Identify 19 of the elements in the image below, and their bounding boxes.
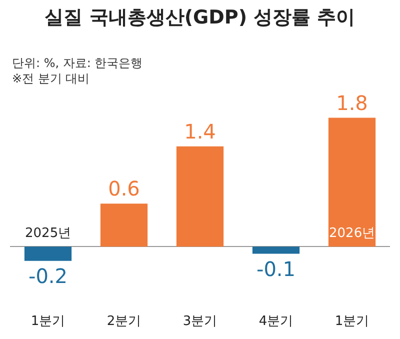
- bar: [24, 246, 72, 261]
- data-label: 0.6: [108, 176, 140, 201]
- x-tick-label: 1분기: [334, 314, 370, 329]
- x-tick-label: 1분기: [30, 314, 66, 329]
- chart-subtitle: 단위: %, 자료: 한국은행 ※전 분기 대비: [12, 56, 143, 86]
- data-label: -0.1: [256, 256, 296, 281]
- bar: [100, 204, 148, 247]
- bar: [252, 246, 300, 254]
- x-tick-label: 3분기: [182, 314, 218, 329]
- x-tick-label: 2분기: [106, 314, 142, 329]
- annotation: 2025년: [25, 226, 72, 241]
- data-label: 1.8: [336, 90, 368, 115]
- data-label: 1.4: [184, 119, 216, 144]
- data-label: -0.2: [28, 264, 68, 288]
- x-tick-label: 4분기: [258, 314, 294, 329]
- bar: [328, 118, 376, 247]
- bar: [176, 146, 224, 247]
- chart-title: 실질 국내총생산(GDP) 성장률 추이: [44, 6, 356, 28]
- annotation: 2026년: [329, 226, 376, 241]
